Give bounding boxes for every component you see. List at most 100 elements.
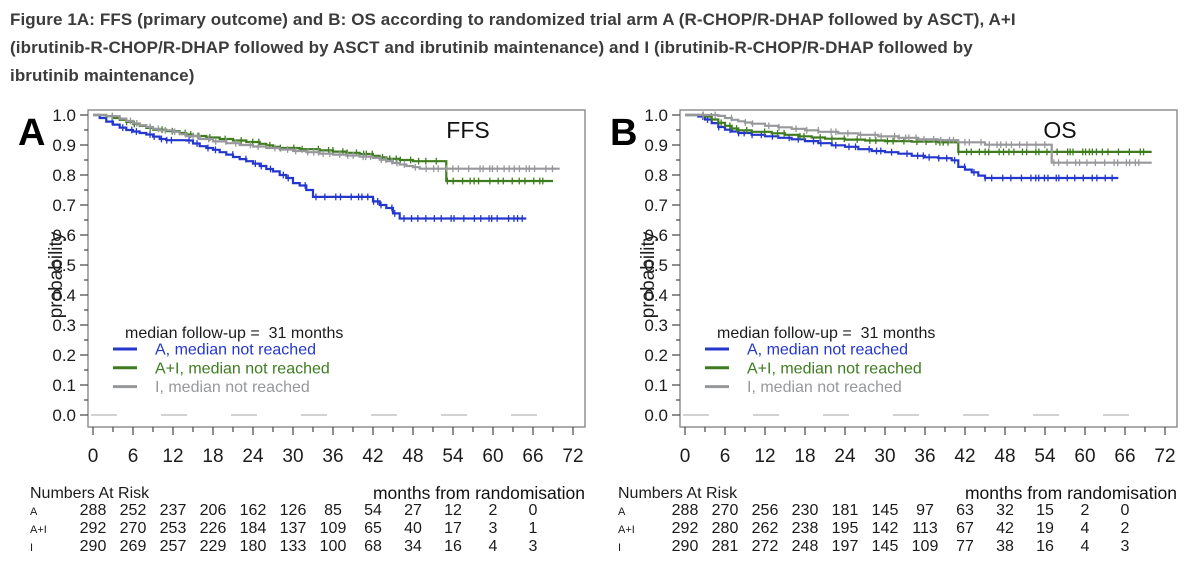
risk-count: 63 bbox=[956, 502, 974, 519]
x-axis-title: months from randomisation bbox=[965, 483, 1177, 503]
risk-row-arm-label: A+I bbox=[618, 524, 635, 536]
risk-count: 4 bbox=[1081, 538, 1090, 555]
x-tick-label: 36 bbox=[322, 446, 343, 467]
legend-title: median follow-up = 31 months bbox=[717, 325, 935, 342]
y-tick-label: 0.1 bbox=[644, 376, 668, 395]
x-tick-label: 18 bbox=[202, 446, 223, 467]
risk-count: 288 bbox=[672, 502, 699, 519]
y-tick-label: 0.8 bbox=[52, 166, 76, 185]
risk-count: 12 bbox=[444, 502, 462, 519]
risk-count: 38 bbox=[996, 538, 1014, 555]
censor-marks-I bbox=[111, 112, 554, 173]
x-tick-label: 12 bbox=[754, 446, 775, 467]
legend-label-I: I, median not reached bbox=[747, 379, 902, 396]
x-tick-label: 30 bbox=[282, 446, 303, 467]
risk-count: 142 bbox=[872, 520, 899, 537]
y-tick-label: 0.7 bbox=[52, 196, 76, 215]
risk-count: 2 bbox=[1081, 502, 1090, 519]
figure-title-line-1: Figure 1A: FFS (primary outcome) and B: … bbox=[10, 10, 1016, 29]
risk-count: 16 bbox=[444, 538, 462, 555]
x-tick-label: 72 bbox=[1154, 446, 1175, 467]
risk-count: 257 bbox=[160, 538, 187, 555]
legend-label-A+I: A+I, median not reached bbox=[155, 360, 330, 377]
x-tick-label: 42 bbox=[362, 446, 383, 467]
risk-count: 100 bbox=[320, 538, 347, 555]
x-tick-label: 42 bbox=[954, 446, 975, 467]
x-tick-label: 66 bbox=[1114, 446, 1135, 467]
risk-count: 3 bbox=[1121, 538, 1130, 555]
risk-count: 34 bbox=[404, 538, 422, 555]
risk-count: 2 bbox=[1121, 520, 1130, 537]
risk-count: 137 bbox=[280, 520, 307, 537]
x-tick-label: 48 bbox=[402, 446, 423, 467]
risk-count: 0 bbox=[1121, 502, 1130, 519]
y-tick-label: 0.0 bbox=[644, 406, 668, 425]
risk-count: 1 bbox=[529, 520, 538, 537]
legend-label-A+I: A+I, median not reached bbox=[747, 360, 922, 377]
y-axis-title: probability bbox=[638, 231, 659, 318]
risk-count: 290 bbox=[672, 538, 699, 555]
risk-count: 145 bbox=[872, 502, 899, 519]
risk-count: 27 bbox=[404, 502, 422, 519]
risk-count: 145 bbox=[872, 538, 899, 555]
km-chart-ffs: 0.00.10.20.30.40.50.60.70.80.91.00 6 12 18 2… bbox=[18, 106, 586, 555]
x-tick-label: 48 bbox=[994, 446, 1015, 467]
outcome-label: OS bbox=[1043, 117, 1076, 143]
x-axis-title: months from randomisation bbox=[373, 483, 585, 503]
risk-count: 281 bbox=[712, 538, 739, 555]
risk-count: 162 bbox=[240, 502, 267, 519]
x-tick-label: 18 bbox=[794, 446, 815, 467]
x-tick-label: 30 bbox=[874, 446, 895, 467]
km-curve-I bbox=[93, 113, 560, 170]
risk-count: 184 bbox=[240, 520, 267, 537]
x-tick-label: 54 bbox=[1034, 446, 1056, 467]
risk-count: 40 bbox=[404, 520, 422, 537]
risk-count: 256 bbox=[752, 502, 779, 519]
risk-count: 54 bbox=[364, 502, 382, 519]
risk-count: 109 bbox=[912, 538, 939, 555]
risk-count: 269 bbox=[120, 538, 147, 555]
risk-count: 3 bbox=[529, 538, 538, 555]
panel-letter: A bbox=[18, 112, 45, 154]
x-tick-label: 36 bbox=[914, 446, 935, 467]
risk-count: 126 bbox=[280, 502, 307, 519]
risk-row-arm-label: I bbox=[30, 542, 33, 554]
risk-row-arm-label: A+I bbox=[30, 524, 47, 536]
risk-count: 180 bbox=[240, 538, 267, 555]
legend-label-A: A, median not reached bbox=[747, 342, 908, 359]
y-tick-label: 0.6 bbox=[644, 226, 668, 245]
risk-count: 17 bbox=[444, 520, 462, 537]
risk-count: 290 bbox=[80, 538, 107, 555]
risk-count: 65 bbox=[364, 520, 382, 537]
risk-count: 292 bbox=[672, 520, 699, 537]
risk-count: 15 bbox=[1036, 502, 1054, 519]
km-curve-A+I bbox=[685, 113, 1152, 153]
x-tick-label: 60 bbox=[1074, 446, 1095, 467]
x-tick-label: 66 bbox=[522, 446, 543, 467]
y-tick-label: 0.9 bbox=[644, 136, 668, 155]
risk-count: 181 bbox=[832, 502, 859, 519]
risk-count: 4 bbox=[489, 538, 498, 555]
legend-label-I: I, median not reached bbox=[155, 379, 310, 396]
x-tick-label: 0 bbox=[88, 446, 99, 467]
x-tick-label: 6 bbox=[128, 446, 139, 467]
y-tick-label: 0.1 bbox=[52, 376, 76, 395]
km-chart-os: 0.0 0.1 0.2 0.3 0.4 0.5 0.6 0.7 0.8 0.9 1.0 0 6 12 18 2… bbox=[610, 106, 1178, 555]
risk-count: 226 bbox=[200, 520, 227, 537]
y-tick-label: 0.2 bbox=[52, 346, 76, 365]
risk-count: 42 bbox=[996, 520, 1014, 537]
risk-count: 16 bbox=[1036, 538, 1054, 555]
legend-label-A: A, median not reached bbox=[155, 342, 316, 359]
risk-count: 270 bbox=[120, 520, 147, 537]
x-tick-label: 0 bbox=[680, 446, 691, 467]
censor-marks-I bbox=[702, 111, 1140, 167]
x-tick-label: 6 bbox=[720, 446, 731, 467]
risk-count: 133 bbox=[280, 538, 307, 555]
y-tick-label: 1.0 bbox=[644, 106, 668, 125]
plot-box bbox=[87, 109, 586, 428]
risk-table-title: Numbers At Risk bbox=[618, 485, 738, 502]
x-tick-label: 12 bbox=[162, 446, 183, 467]
risk-count: 230 bbox=[792, 502, 819, 519]
risk-count: 253 bbox=[160, 520, 187, 537]
